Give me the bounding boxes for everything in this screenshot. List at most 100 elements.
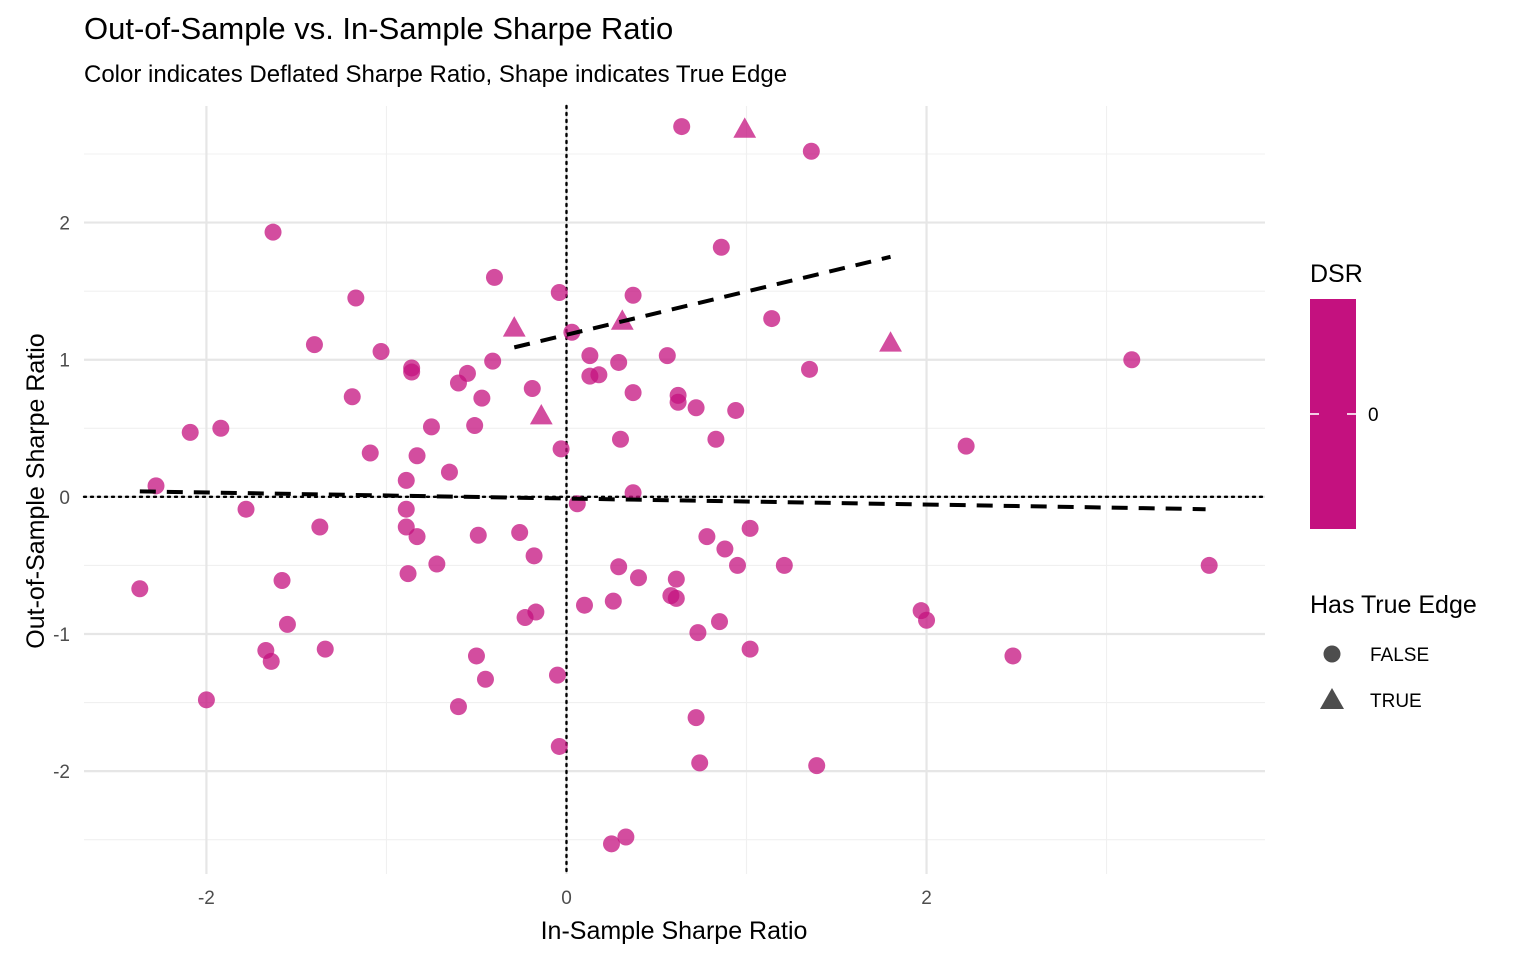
data-point-circle xyxy=(669,393,687,411)
data-point-circle xyxy=(667,570,685,588)
x-tick-label: -2 xyxy=(198,888,215,909)
data-point-circle xyxy=(408,447,426,465)
data-point-circle xyxy=(1200,556,1218,574)
data-point-triangle xyxy=(879,331,902,352)
data-point-circle xyxy=(712,238,730,256)
data-point-circle xyxy=(469,526,487,544)
data-point-circle xyxy=(689,624,707,642)
legend-color-title: DSR xyxy=(1310,260,1363,288)
legend-true-label: TRUE xyxy=(1370,691,1422,712)
data-point-circle xyxy=(516,609,534,627)
y-tick-label: 0 xyxy=(59,488,70,509)
data-point-circle xyxy=(673,118,691,136)
data-point-circle xyxy=(476,670,494,688)
data-point-circle xyxy=(408,528,426,546)
x-axis-ticks: -2 0 2 xyxy=(198,888,932,909)
data-point-circle xyxy=(629,569,647,587)
fit-line-false xyxy=(139,489,1206,512)
data-point-circle xyxy=(610,558,628,576)
data-point-circle xyxy=(428,555,446,573)
data-point-circle xyxy=(343,388,361,406)
colorbar-tick-label: 0 xyxy=(1368,405,1379,426)
data-point-circle xyxy=(801,360,819,378)
data-point-circle xyxy=(262,652,280,670)
data-point-circle xyxy=(658,347,676,365)
data-point-circle xyxy=(716,540,734,558)
data-point-circle xyxy=(711,613,729,631)
data-point-circle xyxy=(698,528,716,546)
data-point-circle xyxy=(403,363,421,381)
data-point-circle xyxy=(808,757,826,775)
data-point-circle xyxy=(397,471,415,489)
data-point-circle xyxy=(687,399,705,417)
data-point-circle xyxy=(763,310,781,328)
data-point-circle xyxy=(611,430,629,448)
legend-shape-title: Has True Edge xyxy=(1310,591,1477,619)
data-point-circle xyxy=(602,835,620,853)
data-point-circle xyxy=(131,580,149,598)
data-point-circle xyxy=(181,423,199,441)
data-point-triangle xyxy=(502,316,526,337)
data-point-circle xyxy=(264,223,282,241)
data-point-circle xyxy=(273,572,291,590)
data-point-circle xyxy=(311,518,329,536)
data-point-triangle xyxy=(733,117,757,138)
data-point-circle xyxy=(707,430,725,448)
data-point-circle xyxy=(581,367,599,385)
data-point-circle xyxy=(687,709,705,727)
data-point-circle xyxy=(729,556,747,574)
data-point-circle xyxy=(466,417,484,435)
legend-circle-icon xyxy=(1323,645,1341,663)
data-point-circle xyxy=(550,737,568,755)
data-point-circle xyxy=(604,592,622,610)
chart-subtitle: Color indicates Deflated Sharpe Ratio, S… xyxy=(84,61,787,88)
x-tick-label: 2 xyxy=(921,888,932,909)
data-point-circle xyxy=(775,556,793,574)
data-point-circle xyxy=(212,419,230,437)
data-point-circle xyxy=(467,647,485,665)
data-point-circle xyxy=(361,444,379,462)
data-point-circle xyxy=(485,268,503,286)
data-point-circle xyxy=(484,352,502,370)
data-point-circle xyxy=(473,389,491,407)
data-point-circle xyxy=(802,142,820,160)
data-point-circle xyxy=(727,401,745,419)
data-point-circle xyxy=(575,596,593,614)
data-point-circle xyxy=(610,353,628,371)
data-point-circle xyxy=(197,691,215,709)
y-tick-label: -2 xyxy=(53,762,70,783)
data-point-circle xyxy=(449,698,467,716)
data-point-circle xyxy=(550,284,568,302)
fit-line-true xyxy=(513,254,892,350)
data-point-circle xyxy=(691,754,709,772)
data-point-circle xyxy=(525,547,543,565)
data-point-circle xyxy=(1123,351,1141,369)
reference-lines xyxy=(82,104,1267,876)
data-point-circle xyxy=(581,347,599,365)
legend-false-label: FALSE xyxy=(1370,645,1429,666)
data-point-circle xyxy=(957,437,975,455)
legend: DSR 0 Has True Edge FALSE TRUE xyxy=(1310,260,1477,712)
data-point-circle xyxy=(552,440,570,458)
data-point-circle xyxy=(237,500,255,518)
data-point-circle xyxy=(918,611,936,629)
chart-title: Out-of-Sample vs. In-Sample Sharpe Ratio xyxy=(84,11,673,46)
fit-lines xyxy=(139,254,1206,512)
data-point-circle xyxy=(278,615,296,633)
data-point-circle xyxy=(741,640,759,658)
data-point-circle xyxy=(449,374,467,392)
data-points xyxy=(131,117,1218,853)
data-point-circle xyxy=(624,384,642,402)
data-point-circle xyxy=(440,463,458,481)
data-point-circle xyxy=(617,828,635,846)
y-axis-ticks: -2 -1 0 1 2 xyxy=(53,214,70,784)
data-point-circle xyxy=(422,418,440,436)
data-point-circle xyxy=(399,565,417,583)
data-point-circle xyxy=(624,286,642,304)
x-tick-label: 0 xyxy=(561,888,572,909)
y-tick-label: 1 xyxy=(59,351,70,372)
data-point-circle xyxy=(372,342,390,360)
data-point-circle xyxy=(305,336,323,354)
grid-lines xyxy=(84,106,1265,874)
